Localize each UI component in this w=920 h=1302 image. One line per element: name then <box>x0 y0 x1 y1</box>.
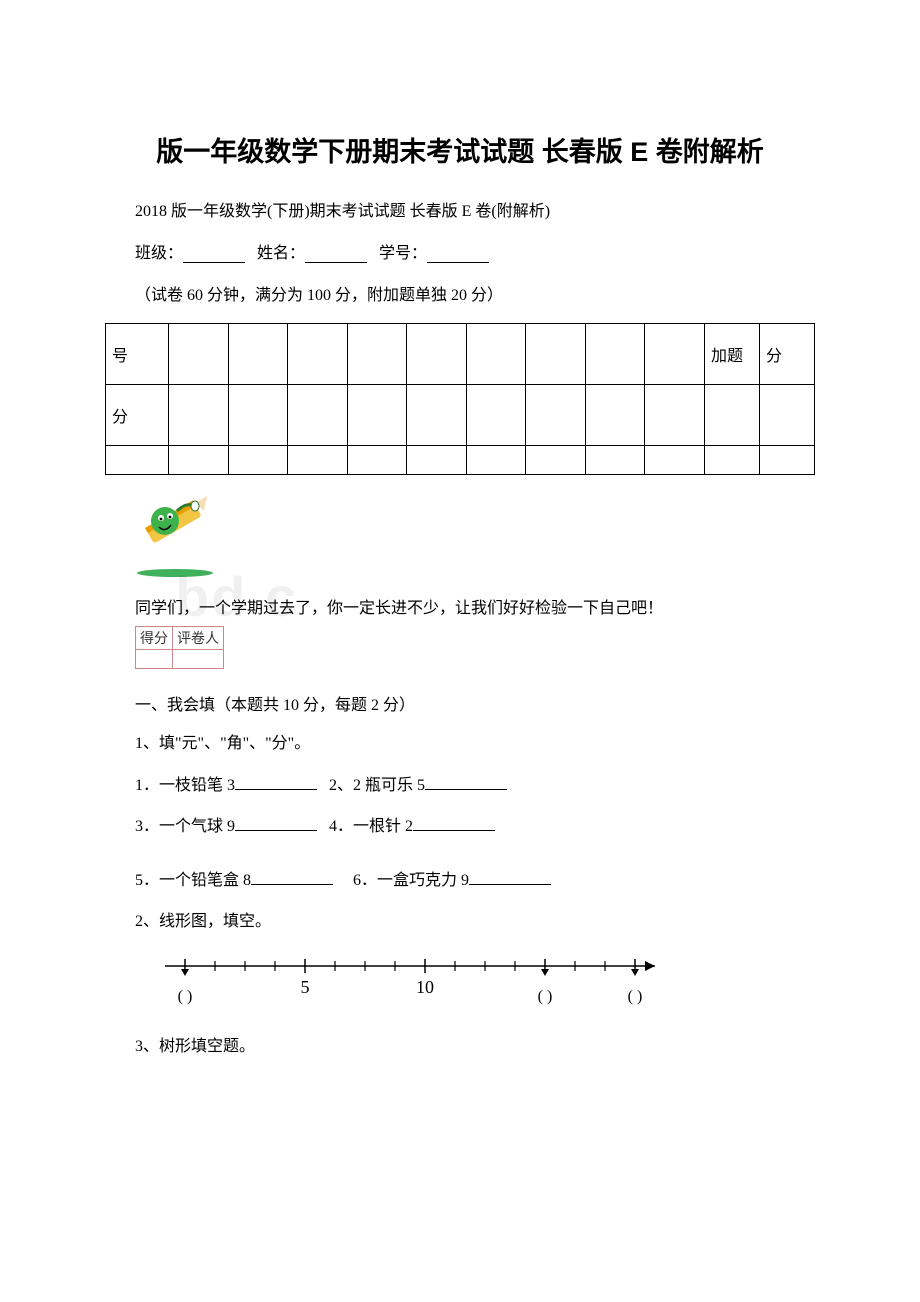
cell[interactable] <box>288 385 348 446</box>
cell-hao: 号 <box>106 324 169 385</box>
cell[interactable] <box>407 385 467 446</box>
cell <box>526 324 586 385</box>
pencil-cartoon <box>105 487 815 594</box>
q1-f: 6．一盒巧克力 9 <box>353 872 469 889</box>
cell[interactable] <box>645 385 705 446</box>
cell <box>169 446 229 475</box>
pencil-icon <box>135 493 235 579</box>
mini-score-cell[interactable] <box>136 650 173 669</box>
cell <box>645 446 705 475</box>
id-blank[interactable] <box>427 246 489 263</box>
name-label: 姓名： <box>257 245 305 262</box>
cell <box>288 446 348 475</box>
score-row-extra <box>106 446 815 475</box>
cell <box>347 446 407 475</box>
cell <box>585 446 645 475</box>
q1-b: 2、2 瓶可乐 5 <box>329 777 425 794</box>
score-row-points: 分 <box>106 385 815 446</box>
q1-intro: 1、填"元"、"角"、"分"。 <box>105 731 815 757</box>
id-label: 学号： <box>379 245 427 262</box>
cell <box>760 446 815 475</box>
blank[interactable] <box>235 775 317 790</box>
blank[interactable] <box>235 816 317 831</box>
cell <box>228 446 288 475</box>
cell <box>288 324 348 385</box>
blank[interactable] <box>251 870 333 885</box>
cell <box>466 324 526 385</box>
cell <box>106 446 169 475</box>
q1-line-2: 3．一个气球 9 4．一根针 2 <box>105 814 815 840</box>
cell <box>645 324 705 385</box>
q1-line-1: 1．一枝铅笔 3 2、2 瓶可乐 5 <box>105 773 815 799</box>
q2-text: 2、线形图，填空。 <box>105 909 815 935</box>
score-table: 号 加题 分 分 <box>105 323 815 475</box>
name-blank[interactable] <box>305 246 367 263</box>
blank[interactable] <box>413 816 495 831</box>
numline-label-0: ( ) <box>178 988 193 1005</box>
cell <box>407 446 467 475</box>
q1-e: 5．一个铅笔盒 8 <box>135 872 251 889</box>
cell <box>585 324 645 385</box>
q1-c: 3．一个气球 9 <box>135 818 235 835</box>
blank[interactable] <box>469 870 551 885</box>
cell-jiati: 加题 <box>705 324 760 385</box>
cell-fen-label: 分 <box>106 385 169 446</box>
cell <box>466 446 526 475</box>
q1-line-3: 5．一个铅笔盒 8 6．一盒巧克力 9 <box>105 868 815 894</box>
blank[interactable] <box>425 775 507 790</box>
cell[interactable] <box>585 385 645 446</box>
class-blank[interactable] <box>183 246 245 263</box>
cell[interactable] <box>228 385 288 446</box>
cell[interactable] <box>466 385 526 446</box>
mini-reviewer-header: 评卷人 <box>173 627 224 650</box>
exam-note: （试卷 60 分钟，满分为 100 分，附加题单独 20 分） <box>105 281 815 305</box>
number-line: ( ) 5 10 ( ) ( ) <box>105 951 815 1016</box>
page-title: 版一年级数学下册期末考试试题 长春版 E 卷附解析 <box>105 130 815 169</box>
cell <box>526 446 586 475</box>
mini-reviewer-cell[interactable] <box>173 650 224 669</box>
cell[interactable] <box>705 385 760 446</box>
cell <box>169 324 229 385</box>
encourage-text: 同学们，一个学期过去了，你一定长进不少，让我们好好检验一下自己吧！ <box>105 594 815 618</box>
cell <box>347 324 407 385</box>
cell[interactable] <box>347 385 407 446</box>
cell-fen: 分 <box>760 324 815 385</box>
numline-label-1: 5 <box>301 977 310 997</box>
subtitle: 2018 版一年级数学(下册)期末考试试题 长春版 E 卷(附解析) <box>105 197 815 221</box>
cell <box>228 324 288 385</box>
cell[interactable] <box>760 385 815 446</box>
class-label: 班级： <box>135 245 183 262</box>
score-row-header: 号 加题 分 <box>106 324 815 385</box>
q1-a: 1．一枝铅笔 3 <box>135 777 235 794</box>
numline-label-4: ( ) <box>628 988 643 1005</box>
score-mini-table: 得分 评卷人 <box>135 626 224 669</box>
numline-label-3: ( ) <box>538 988 553 1005</box>
cell[interactable] <box>526 385 586 446</box>
q1-d: 4．一根针 2 <box>329 818 413 835</box>
student-info-line: 班级： 姓名： 学号： <box>105 239 815 263</box>
mini-score-header: 得分 <box>136 627 173 650</box>
q3-text: 3、树形填空题。 <box>105 1034 815 1060</box>
cell <box>705 446 760 475</box>
cell <box>407 324 467 385</box>
section-1-heading: 一、我会填（本题共 10 分，每题 2 分） <box>105 691 815 715</box>
number-line-svg: ( ) 5 10 ( ) ( ) <box>155 951 675 1011</box>
numline-label-2: 10 <box>416 977 434 997</box>
cell[interactable] <box>169 385 229 446</box>
